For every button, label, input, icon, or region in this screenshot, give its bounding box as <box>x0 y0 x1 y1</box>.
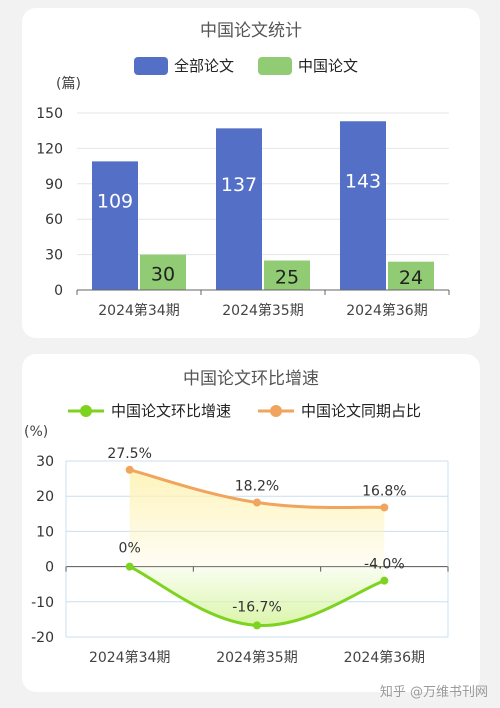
data-value-label: 16.8% <box>362 483 406 499</box>
bar-value-label: 137 <box>221 174 257 196</box>
x-tick-label: 2024第35期 <box>222 302 303 319</box>
data-point[interactable] <box>125 562 134 571</box>
data-point[interactable] <box>380 576 389 585</box>
y-tick-label: 60 <box>45 212 63 228</box>
paper-count-card: 中国论文统计 全部论文 中国论文 (篇) 109 30 137 25 143 24 0 30… <box>22 8 480 338</box>
y-tick-label: 150 <box>36 106 63 122</box>
bar-value-label: 109 <box>97 191 133 213</box>
legend-marker-growth <box>80 405 92 417</box>
watermark: 知乎 @万维书刊网 <box>379 685 488 700</box>
bar[interactable] <box>388 261 434 290</box>
series-area <box>129 566 385 626</box>
legend-label-all: 全部论文 <box>174 57 234 75</box>
y-tick-label: -10 <box>31 595 54 611</box>
data-value-label: 27.5% <box>107 446 151 462</box>
data-point[interactable] <box>125 465 134 474</box>
chart-legend[interactable]: 中国论文环比增速 中国论文同期占比 <box>68 402 421 420</box>
legend-marker-share <box>270 405 282 417</box>
y-tick-label: 90 <box>45 177 63 193</box>
x-tick-label: 2024第34期 <box>89 649 170 666</box>
y-tick-label: 20 <box>36 489 54 505</box>
paper-count-chart: 中国论文统计 全部论文 中国论文 (篇) 109 30 137 25 143 24 0 30… <box>36 21 450 319</box>
y-tick-label: 30 <box>45 248 63 264</box>
x-tick-label: 2024第34期 <box>98 302 179 319</box>
data-value-label: -16.7% <box>232 599 282 615</box>
bar[interactable] <box>140 254 186 290</box>
legend-label-china: 中国论文 <box>298 57 358 75</box>
bar[interactable] <box>92 161 138 290</box>
data-value-label: -4.0% <box>364 557 405 573</box>
bar-value-label: 143 <box>345 171 381 193</box>
bar-value-label: 25 <box>275 266 299 288</box>
y-tick-label: 10 <box>36 524 54 540</box>
data-value-label: 0% <box>119 541 141 557</box>
chart-title: 中国论文环比增速 <box>183 369 319 389</box>
x-tick-label: 2024第36期 <box>346 302 427 319</box>
data-point[interactable] <box>253 498 261 507</box>
data-point[interactable] <box>253 621 261 630</box>
y-tick-label: 30 <box>36 454 54 470</box>
bar-value-label: 30 <box>151 263 175 285</box>
growth-rate-chart: 中国论文环比增速 中国论文环比增速 中国论文同期占比 (%) 0% -16.7% -… <box>24 369 449 666</box>
chart-legend[interactable]: 全部论文 中国论文 <box>134 57 358 75</box>
legend-swatch-all <box>134 57 168 75</box>
x-tick-label: 2024第35期 <box>216 649 297 666</box>
y-tick-label: 0 <box>54 283 63 299</box>
legend-label-share: 中国论文同期占比 <box>301 402 421 420</box>
data-point[interactable] <box>380 503 389 512</box>
y-tick-label: -20 <box>31 630 54 646</box>
bar[interactable] <box>264 260 310 291</box>
y-tick-label: 120 <box>36 141 63 157</box>
legend-swatch-china <box>258 57 292 75</box>
y-axis-unit: (%) <box>24 424 48 440</box>
legend-label-growth: 中国论文环比增速 <box>111 402 231 420</box>
data-value-label: 18.2% <box>235 479 279 495</box>
x-tick-label: 2024第36期 <box>344 649 425 666</box>
y-axis-unit: (篇) <box>56 76 81 92</box>
chart-title: 中国论文统计 <box>200 21 302 41</box>
bar[interactable] <box>216 128 262 290</box>
bar[interactable] <box>340 121 386 290</box>
series-area <box>129 469 385 567</box>
bar-value-label: 24 <box>399 267 423 289</box>
y-tick-label: 0 <box>45 560 54 576</box>
growth-rate-card: 中国论文环比增速 中国论文环比增速 中国论文同期占比 (%) 0% -16.7% -… <box>22 354 480 692</box>
